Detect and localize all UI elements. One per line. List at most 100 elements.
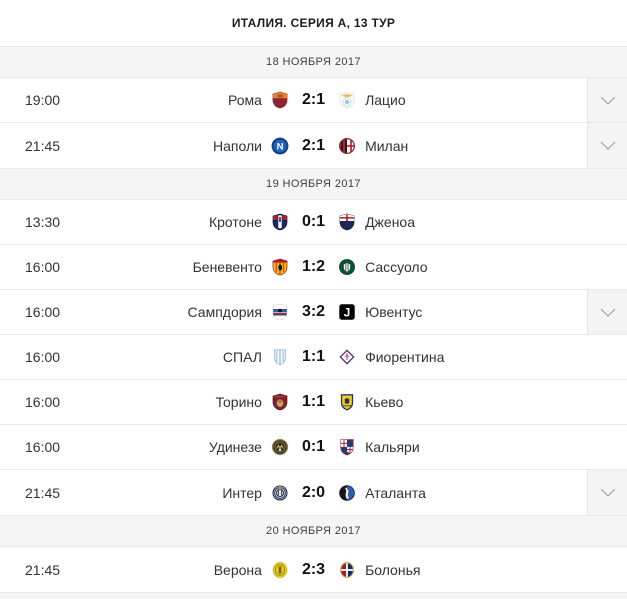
match-score: 2:3 (301, 560, 326, 578)
expand-match-button[interactable] (587, 78, 627, 122)
match-time: 21:45 (25, 137, 61, 154)
match-summary: Интер 2:0 Аталанта (0, 470, 627, 515)
match-row: 19:00 Рома 2:1 Лацио (0, 78, 627, 123)
match-summary: Удинезе 0:1 Кальяри (0, 425, 627, 469)
match-score: 1:1 (301, 393, 326, 410)
home-team-name: Сампдория (187, 304, 262, 320)
match-row: 16:00 Торино 1:1 Кьево (0, 380, 627, 425)
match-row: 16:00 Удинезе 0:1 Кальяри (0, 425, 627, 470)
match-score: 0:1 (301, 213, 326, 230)
match-score: 0:1 (301, 438, 326, 455)
away-team-name: Ювентус (365, 304, 423, 320)
league-header: ИТАЛИЯ. СЕРИЯ А, 13 ТУР (0, 0, 627, 46)
match-summary: Торино 1:1 Кьево (0, 380, 627, 424)
away-team-name: Аталанта (365, 484, 426, 501)
match-time: 16:00 (25, 439, 61, 455)
benevento-crest-icon (271, 258, 289, 276)
away-team-name: Кьево (365, 394, 404, 410)
match-summary: Кротоне 0:1 Дженоа (0, 200, 627, 244)
home-team-name: Торино (215, 394, 262, 410)
away-team-name: Лацио (365, 92, 406, 108)
juventus-crest-icon: J (338, 303, 356, 321)
match-score: 2:1 (301, 136, 326, 154)
home-team-name: Рома (228, 92, 262, 108)
torino-crest-icon (271, 393, 289, 411)
expand-match-button[interactable] (587, 123, 627, 168)
chevron-down-icon (600, 141, 615, 150)
match-summary: Верона 2:3 Болонья (0, 547, 627, 592)
chevron-down-icon (600, 488, 615, 497)
match-summary: Сампдория 3:2 J Ювентус (0, 290, 627, 334)
verona-crest-icon (271, 561, 289, 579)
napoli-crest-icon: N (271, 137, 289, 155)
sassuolo-crest-icon (338, 258, 356, 276)
chevron-down-icon (600, 96, 615, 105)
spal-crest-icon (271, 348, 289, 366)
match-row: 21:45 Верона 2:3 Болонья (0, 547, 627, 592)
match-score: 2:0 (301, 483, 326, 501)
match-time: 19:00 (25, 92, 61, 108)
match-time: 21:45 (25, 484, 61, 501)
expand-match-button[interactable] (587, 290, 627, 334)
match-summary: Беневенто 1:2 Сассуоло (0, 245, 627, 289)
home-team-name: Удинезе (208, 439, 262, 455)
svg-text:J: J (344, 306, 351, 320)
match-score: 2:1 (301, 91, 326, 108)
match-time: 21:45 (25, 561, 61, 578)
home-team-name: Наполи (212, 137, 262, 154)
chevron-down-icon (600, 308, 615, 317)
away-team-name: Милан (365, 137, 409, 154)
home-team-name: Интер (222, 484, 262, 501)
date-label: 18 НОЯБРЯ 2017 (266, 56, 361, 68)
next-section-band (0, 592, 627, 599)
away-team-name: Сассуоло (365, 259, 428, 275)
date-band: 19 НОЯБРЯ 2017 (0, 168, 627, 200)
away-team-name: Фиорентина (365, 349, 445, 365)
match-summary: СПАЛ 1:1 Фиорентина (0, 335, 627, 379)
home-team-name: Беневенто (192, 259, 262, 275)
match-score: 3:2 (301, 303, 326, 320)
atalanta-crest-icon (338, 484, 356, 502)
match-summary: Наполи N 2:1 Милан (0, 123, 627, 168)
home-team-name: Кротоне (208, 214, 262, 230)
milan-crest-icon (338, 137, 356, 155)
cagliari-crest-icon (338, 438, 356, 456)
udinese-crest-icon (271, 438, 289, 456)
away-team-name: Дженоа (365, 214, 415, 230)
inter-crest-icon (271, 484, 289, 502)
match-score: 1:2 (301, 258, 326, 275)
home-team-name: СПАЛ (222, 349, 262, 365)
svg-text:N: N (277, 141, 284, 152)
match-summary: Рома 2:1 Лацио (0, 78, 627, 122)
expand-match-button[interactable] (587, 470, 627, 515)
fiorentina-crest-icon (338, 348, 356, 366)
match-time: 16:00 (25, 259, 61, 275)
date-label: 19 НОЯБРЯ 2017 (266, 178, 361, 190)
match-row: 13:30 Кротоне 0:1 Дженоа (0, 200, 627, 245)
roma-crest-icon (271, 91, 289, 109)
match-row: 21:45 Интер 2:0 Аталанта (0, 470, 627, 515)
away-team-name: Кальяри (365, 439, 420, 455)
match-time: 16:00 (25, 304, 61, 320)
date-label: 20 НОЯБРЯ 2017 (266, 525, 361, 537)
match-time: 16:00 (25, 394, 61, 410)
match-score: 1:1 (301, 348, 326, 365)
match-row: 21:45 Наполи N 2:1 Милан (0, 123, 627, 168)
away-team-name: Болонья (365, 561, 421, 578)
match-time: 16:00 (25, 349, 61, 365)
bologna-crest-icon (338, 561, 356, 579)
lazio-crest-icon (338, 91, 356, 109)
match-row: 16:00 Сампдория 3:2 J Ювентус (0, 290, 627, 335)
crotone-crest-icon (271, 213, 289, 231)
home-team-name: Верона (213, 561, 262, 578)
date-band: 18 НОЯБРЯ 2017 (0, 46, 627, 78)
match-row: 16:00 Беневенто 1:2 Сассуоло (0, 245, 627, 290)
sampdoria-crest-icon (271, 303, 289, 321)
chievo-crest-icon (338, 393, 356, 411)
genoa-crest-icon (338, 213, 356, 231)
date-band: 20 НОЯБРЯ 2017 (0, 515, 627, 547)
league-title: ИТАЛИЯ. СЕРИЯ А, 13 ТУР (231, 16, 396, 30)
match-time: 13:30 (25, 214, 61, 230)
match-row: 16:00 СПАЛ 1:1 Фиорентина (0, 335, 627, 380)
